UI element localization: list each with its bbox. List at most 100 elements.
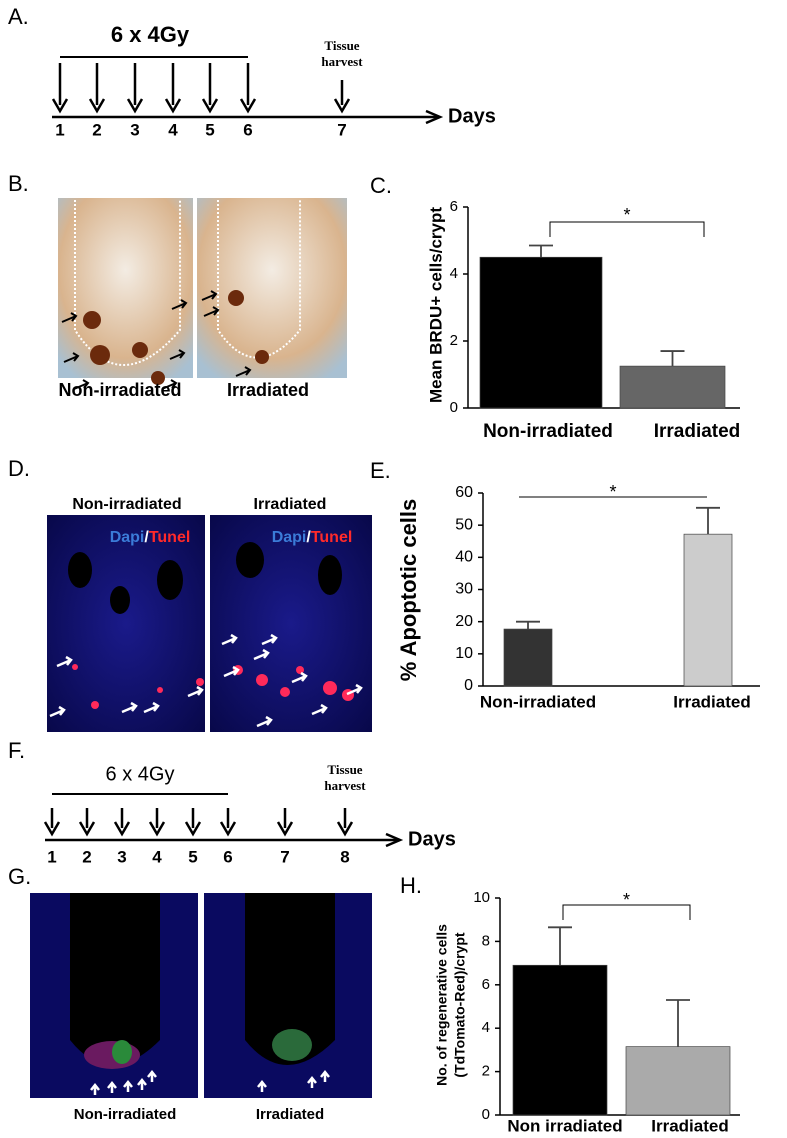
arrowhead: [126, 98, 144, 114]
arrowhead: [201, 98, 219, 114]
panel-label: B.: [8, 171, 29, 196]
y-tick-label: 6: [482, 976, 490, 993]
y-tick-label: 0: [464, 677, 473, 694]
y-tick-label: 0: [450, 399, 458, 416]
image-label: Irradiated: [254, 496, 327, 513]
lineage-images: [30, 893, 372, 1098]
pointer: [253, 648, 270, 661]
pointer: [143, 701, 160, 714]
x-tick-label: Non irradiated: [507, 1116, 622, 1135]
day-label: 4: [168, 120, 178, 139]
stain-part: /: [144, 529, 149, 546]
y-tick-label: 6: [450, 198, 458, 215]
pointer: [307, 1075, 317, 1088]
bar: [683, 533, 733, 687]
day-label: 7: [337, 120, 346, 139]
significance-bracket: [549, 221, 705, 237]
panel-label: E.: [370, 458, 391, 483]
image-label: Non-irradiated: [72, 496, 181, 513]
pointer: [346, 683, 363, 696]
bar: [619, 365, 726, 409]
day-label: 6: [223, 847, 232, 866]
y-tick-label: 20: [455, 613, 473, 630]
significance-bracket: [562, 904, 691, 920]
y-tick-label: 4: [450, 265, 458, 282]
day-label: 1: [55, 120, 64, 139]
pointer: [256, 715, 273, 728]
pointer: [223, 665, 240, 678]
y-axis-label: (TdTomato-Red)/crypt: [452, 932, 468, 1078]
pointer: [73, 379, 90, 390]
arrowhead: [184, 821, 202, 837]
y-axis-label: Mean BRDU+ cells/crypt: [426, 207, 445, 403]
x-tick-label: Irradiated: [651, 1116, 728, 1135]
arrowhead: [88, 98, 106, 114]
pointer: [201, 290, 218, 301]
bar: [625, 1046, 731, 1116]
day-label: 3: [117, 847, 126, 866]
day-label: 5: [188, 847, 197, 866]
error-bar: [666, 999, 690, 1047]
stain-label: Dapi/Tunel: [110, 529, 191, 546]
arrowhead: [239, 98, 257, 114]
arrowhead: [43, 821, 61, 837]
arrowhead: [51, 98, 69, 114]
x-tick-label: Irradiated: [654, 421, 741, 442]
image-label: Non-irradiated: [58, 380, 181, 400]
day-label: 4: [152, 847, 162, 866]
arrowhead: [336, 821, 354, 837]
stain-part: Tunel: [311, 529, 352, 546]
pointer: [235, 366, 252, 377]
arrowhead: [113, 821, 131, 837]
image-label: Irradiated: [227, 380, 309, 400]
harvest-label: Tissue: [324, 38, 359, 53]
pointer: [221, 633, 238, 646]
pointer: [291, 671, 308, 684]
axis-arrowhead: [385, 832, 404, 848]
day-label: 1: [47, 847, 56, 866]
y-tick-label: 40: [455, 549, 473, 566]
y-tick-label: 50: [455, 516, 473, 533]
arrowhead: [164, 98, 182, 114]
pointer: [63, 352, 80, 363]
pointer: [121, 701, 138, 714]
pointer: [320, 1069, 330, 1082]
pointer: [49, 705, 66, 718]
ihc-images: [58, 198, 347, 385]
arrowhead: [148, 821, 166, 837]
pointer: [169, 349, 186, 360]
harvest-label: Tissue: [327, 762, 362, 777]
y-tick-label: 30: [455, 581, 473, 598]
pointer: [203, 306, 220, 317]
day-label: 6: [243, 120, 252, 139]
arrowhead: [219, 821, 237, 837]
stain-label: Dapi/Tunel: [272, 529, 353, 546]
dose-label: 6 x 4Gy: [111, 22, 190, 47]
stain-part: /: [306, 529, 311, 546]
pointer: [311, 703, 328, 716]
x-tick-label: Irradiated: [673, 692, 750, 711]
pointer: [61, 312, 78, 323]
day-label: 5: [205, 120, 214, 139]
y-tick-label: 2: [450, 332, 458, 349]
error-bar: [529, 244, 553, 258]
bar: [512, 964, 608, 1116]
pointer: [56, 655, 73, 668]
panel-label: F.: [8, 738, 25, 763]
y-tick-label: 10: [455, 645, 473, 662]
panel-label: H.: [400, 873, 422, 898]
y-tick-label: 0: [482, 1106, 490, 1123]
y-tick-label: 60: [455, 484, 473, 501]
day-label: 8: [340, 847, 349, 866]
day-label: 7: [280, 847, 289, 866]
harvest-label: harvest: [321, 54, 363, 69]
day-label: 2: [82, 847, 91, 866]
significance: *: [609, 482, 616, 502]
pointer: [257, 1079, 267, 1092]
tunel-images: [47, 515, 372, 732]
panel-label: A.: [8, 4, 29, 29]
x-tick-label: Non-irradiated: [480, 692, 596, 711]
y-tick-label: 10: [473, 889, 490, 906]
y-tick-label: 8: [482, 932, 490, 949]
